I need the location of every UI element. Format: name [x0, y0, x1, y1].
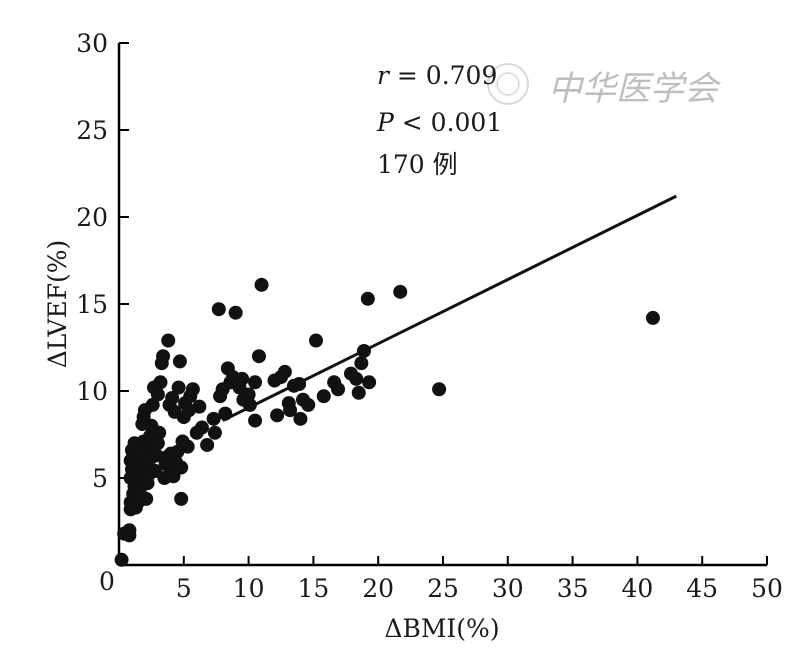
data-point	[349, 371, 364, 386]
y-tick-label: 30	[76, 29, 108, 58]
data-point	[354, 356, 369, 371]
y-tick-label: 25	[76, 116, 108, 145]
p-rest: < 0.001	[394, 108, 502, 137]
r-rest: = 0.709	[389, 61, 497, 90]
data-point	[170, 444, 185, 459]
data-point	[145, 397, 160, 412]
data-point	[362, 375, 377, 390]
x-tick-label: 40	[621, 574, 653, 603]
x-ticks: 5 10 15 20 25 30 35 40 45 50	[176, 556, 783, 603]
data-point	[207, 425, 222, 440]
origin-label: 0	[99, 567, 115, 596]
data-point	[150, 436, 165, 451]
y-tick-label: 5	[92, 464, 108, 493]
r-value-label: r = 0.709	[377, 61, 497, 90]
x-tick-label: 25	[427, 574, 459, 603]
data-point	[228, 305, 243, 320]
data-point	[180, 439, 195, 454]
stats-annotation: r = 0.709 P < 0.001 170 例	[376, 61, 502, 179]
data-point	[200, 437, 215, 452]
data-point	[149, 448, 164, 463]
data-point	[192, 399, 207, 414]
data-point	[122, 523, 137, 538]
data-point	[174, 491, 189, 506]
data-point	[165, 390, 180, 405]
data-point	[206, 411, 221, 426]
data-point	[156, 349, 171, 364]
data-point	[248, 413, 263, 428]
sample-size-label: 170 例	[377, 150, 458, 179]
y-tick-label: 10	[76, 377, 108, 406]
data-point	[242, 397, 257, 412]
x-tick-label: 45	[686, 574, 718, 603]
x-tick-label: 50	[751, 574, 783, 603]
y-ticks: 5 10 15 20 25 30	[76, 29, 129, 493]
data-point	[161, 333, 176, 348]
data-point	[293, 411, 308, 426]
data-point	[316, 389, 331, 404]
x-tick-label: 20	[362, 574, 394, 603]
data-point	[248, 375, 263, 390]
y-tick-label: 20	[76, 203, 108, 232]
x-tick-label: 5	[176, 574, 192, 603]
data-point	[172, 354, 187, 369]
data-point	[301, 397, 316, 412]
data-point	[393, 284, 408, 299]
data-point	[241, 387, 256, 402]
data-point	[185, 382, 200, 397]
data-point	[283, 403, 298, 418]
data-point	[251, 349, 266, 364]
data-point	[292, 377, 307, 392]
watermark-seal-inner-icon	[496, 72, 520, 96]
data-point	[114, 552, 129, 567]
data-point	[153, 375, 168, 390]
data-point	[308, 333, 323, 348]
y-axis-title: ΔLVEF(%)	[43, 240, 72, 369]
data-points	[114, 277, 660, 567]
watermark-text: 中华医学会	[548, 69, 722, 109]
data-point	[171, 380, 186, 395]
data-point	[645, 310, 660, 325]
data-point	[277, 364, 292, 379]
watermark: 中华医学会	[487, 63, 722, 109]
x-tick-label: 30	[492, 574, 524, 603]
data-point	[211, 302, 226, 317]
watermark-seal-icon	[487, 63, 529, 105]
r-symbol: r	[377, 61, 391, 90]
data-point	[356, 343, 371, 358]
data-point	[150, 387, 165, 402]
x-tick-label: 35	[557, 574, 589, 603]
data-point	[194, 420, 209, 435]
data-point	[218, 406, 233, 421]
data-point	[351, 385, 366, 400]
data-point	[152, 425, 167, 440]
data-point	[331, 382, 346, 397]
data-point	[139, 491, 154, 506]
data-point	[360, 291, 375, 306]
p-symbol: P	[376, 108, 395, 137]
y-tick-label: 15	[76, 290, 108, 319]
x-axis-title: ΔBMI(%)	[384, 614, 499, 643]
data-point	[174, 460, 189, 475]
x-tick-label: 15	[297, 574, 329, 603]
data-point	[254, 277, 269, 292]
x-tick-label: 10	[233, 574, 265, 603]
p-value-label: P < 0.001	[376, 108, 502, 137]
data-point	[235, 371, 250, 386]
data-point	[432, 382, 447, 397]
data-point	[270, 408, 285, 423]
